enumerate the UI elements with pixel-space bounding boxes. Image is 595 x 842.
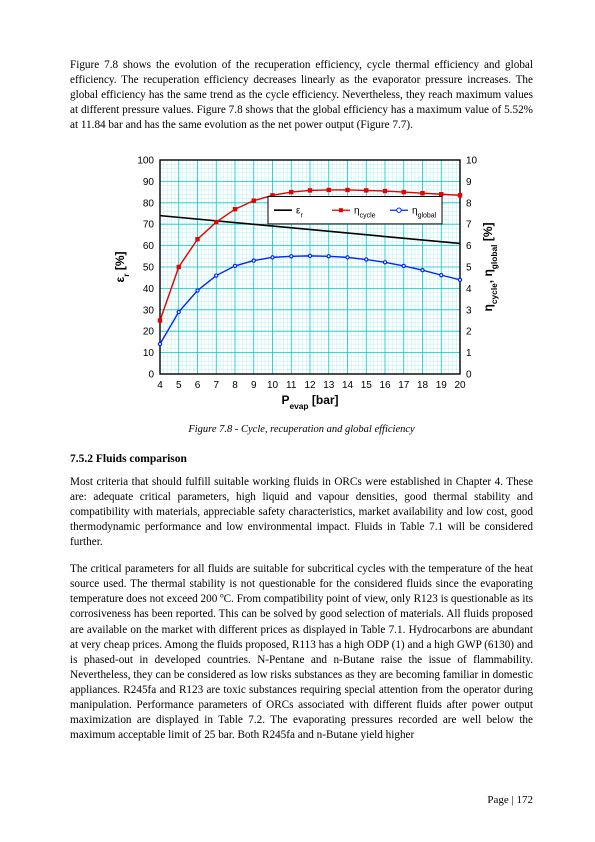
svg-text:30: 30 (142, 305, 154, 316)
svg-text:2: 2 (466, 326, 472, 337)
fluids-paragraph-2: The critical parameters for all fluids a… (70, 562, 533, 743)
svg-text:0: 0 (148, 369, 154, 380)
svg-text:ηcycle, ηglobal [%]: ηcycle, ηglobal [%] (481, 222, 499, 311)
section-heading: 7.5.2 Fluids comparison (70, 453, 533, 465)
efficiency-chart: 4567891011121314151617181920010203040506… (102, 146, 502, 411)
svg-text:1: 1 (466, 348, 472, 359)
fluids-paragraph-1: Most criteria that should fulfill suitab… (70, 475, 533, 551)
svg-text:100: 100 (137, 155, 154, 166)
svg-text:8: 8 (466, 198, 472, 209)
figure-caption: Figure 7.8 - Cycle, recuperation and glo… (70, 424, 533, 435)
svg-text:90: 90 (142, 176, 154, 187)
svg-text:10: 10 (466, 155, 478, 166)
svg-text:17: 17 (398, 380, 410, 391)
svg-text:9: 9 (250, 380, 256, 391)
svg-text:3: 3 (466, 305, 472, 316)
svg-text:Pevap [bar]: Pevap [bar] (281, 393, 338, 411)
svg-text:15: 15 (360, 380, 372, 391)
svg-text:9: 9 (466, 176, 472, 187)
svg-text:19: 19 (435, 380, 447, 391)
svg-text:6: 6 (194, 380, 200, 391)
svg-text:20: 20 (454, 380, 466, 391)
svg-text:60: 60 (142, 241, 154, 252)
svg-text:5: 5 (466, 262, 472, 273)
svg-text:16: 16 (379, 380, 391, 391)
svg-text:11: 11 (286, 380, 297, 391)
intro-paragraph: Figure 7.8 shows the evolution of the re… (70, 58, 533, 134)
svg-text:14: 14 (341, 380, 353, 391)
svg-text:6: 6 (466, 241, 472, 252)
svg-text:7: 7 (213, 380, 219, 391)
svg-text:12: 12 (304, 380, 316, 391)
svg-text:40: 40 (142, 283, 154, 294)
svg-text:20: 20 (142, 326, 154, 337)
svg-text:4: 4 (157, 380, 163, 391)
svg-text:50: 50 (142, 262, 154, 273)
svg-text:5: 5 (175, 380, 181, 391)
svg-text:7: 7 (466, 219, 472, 230)
svg-text:εr [%]: εr [%] (113, 251, 131, 282)
figure-7-8: 4567891011121314151617181920010203040506… (70, 146, 533, 416)
svg-text:70: 70 (142, 219, 154, 230)
page-number: Page | 172 (487, 794, 533, 806)
svg-text:0: 0 (466, 369, 472, 380)
svg-text:80: 80 (142, 198, 154, 209)
svg-text:4: 4 (466, 283, 472, 294)
svg-text:10: 10 (142, 348, 154, 359)
svg-text:8: 8 (232, 380, 238, 391)
svg-text:10: 10 (266, 380, 278, 391)
svg-text:18: 18 (416, 380, 428, 391)
page: Figure 7.8 shows the evolution of the re… (0, 0, 595, 842)
svg-text:13: 13 (323, 380, 335, 391)
